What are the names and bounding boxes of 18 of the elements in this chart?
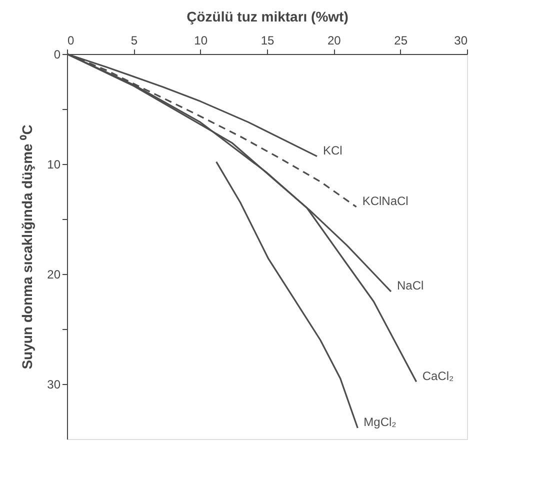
y-tick-label: 30 [47, 378, 61, 392]
y-tick-label: 0 [54, 48, 61, 62]
x-axis-title: Çözülü tuz miktarı (%wt) [186, 8, 348, 24]
series-label: NaCl [397, 278, 424, 293]
x-tick-label: 15 [260, 34, 274, 48]
y-tick-label: 20 [47, 268, 61, 282]
series-label: KCl [323, 143, 342, 158]
x-tick-label: 30 [454, 34, 468, 48]
x-tick-label: 20 [327, 34, 342, 48]
x-tick-label: 5 [130, 34, 138, 48]
y-tick-label: 10 [47, 158, 61, 172]
series-label: KClNaCl [362, 194, 408, 208]
series-label: MgCl₂ [364, 415, 397, 429]
x-tick-label: 10 [194, 34, 208, 48]
y-axis-title: Suyun donma sıcaklığında düşme ⁰C [19, 124, 36, 370]
series-label: CaCl₂ [422, 368, 454, 383]
x-tick-label: 0 [68, 34, 74, 48]
x-tick-label: 25 [394, 34, 408, 48]
